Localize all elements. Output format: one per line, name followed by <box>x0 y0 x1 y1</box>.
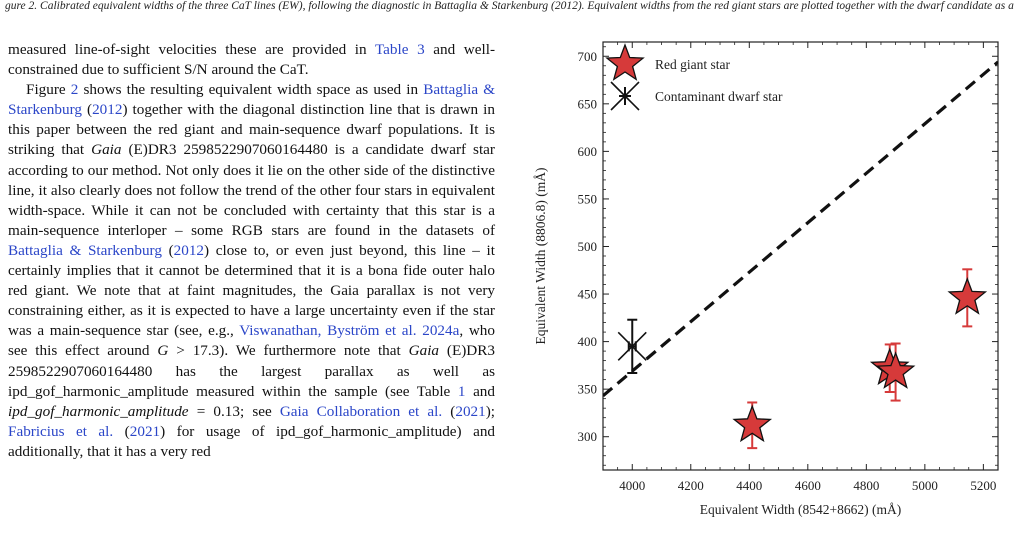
ew-scatter-chart: 4000 4200 4400 4600 4800 5000 5200 300 350 400 450… <box>533 41 999 517</box>
text-run: ) together with the diagonal distinction… <box>8 101 495 159</box>
citation-link[interactable]: 2 <box>70 81 79 99</box>
paragraph-1: measured line-of-sight velocities these … <box>8 40 495 80</box>
red-giant-point <box>947 268 988 328</box>
legend-entry-red-giant: Red giant star <box>605 43 730 81</box>
citation-link[interactable]: Fabricius et al. <box>8 422 114 440</box>
red-giant-point <box>732 401 773 450</box>
italic-text: ipd_gof_harmonic_amplitude <box>8 402 189 420</box>
y-tick-label: 450 <box>578 287 598 302</box>
citation-link[interactable]: Viswanathan, Byström et al. 2024a <box>239 322 460 340</box>
citation-link[interactable]: Battaglia & Starkenburg <box>8 241 162 259</box>
italic-text: G <box>157 342 169 360</box>
x-tick-label: 4000 <box>619 478 645 493</box>
chart-plot-area <box>603 60 998 450</box>
paragraph-2: Figure 2 shows the resulting equivalent … <box>8 80 495 462</box>
legend-label: Contaminant dwarf star <box>655 89 783 104</box>
text-run: measured line-of-sight velocities these … <box>8 41 375 58</box>
legend-label: Red giant star <box>655 57 730 72</box>
citation-link[interactable]: Table 3 <box>374 41 425 58</box>
italic-text: Gaia <box>408 342 440 360</box>
figure-caption: gure 2. Calibrated equivalent widths of … <box>5 0 1015 12</box>
y-tick-label: 400 <box>578 334 598 349</box>
citation-link[interactable]: 2012 <box>173 241 205 259</box>
body-text-column: measured line-of-sight velocities these … <box>8 40 495 462</box>
legend-entry-dwarf: Contaminant dwarf star <box>610 81 783 111</box>
text-run: Figure <box>26 81 71 99</box>
citation-link[interactable]: 2021 <box>455 402 486 420</box>
y-axis-label: Equivalent Width (8806.8) (mÅ) <box>533 168 548 345</box>
text-run: and well-constrained due to sufficient S… <box>8 41 496 79</box>
y-tick-label: 500 <box>578 239 598 254</box>
plot-clipped <box>603 60 998 450</box>
legend-star-icon <box>605 43 645 81</box>
y-tick-label: 550 <box>578 191 598 206</box>
chart-axes: 4000 4200 4400 4600 4800 5000 5200 300 350 400 450… <box>533 41 999 517</box>
plot-frame <box>602 41 999 471</box>
y-tick-label: 700 <box>578 49 598 64</box>
text-run: > 17.3). We furthermore note that <box>168 342 409 360</box>
text-run: (E)DR3 2598522907060164480 has the large… <box>8 342 495 400</box>
citation-link[interactable]: 2021 <box>129 422 161 440</box>
text-run: ( <box>113 422 130 440</box>
text-run: shows the resulting equivalent width spa… <box>78 81 424 99</box>
dwarf-point <box>617 318 647 374</box>
x-tick-label: 4600 <box>795 478 821 493</box>
x-tick-label: 4200 <box>678 478 704 493</box>
star-marker <box>732 404 773 443</box>
x-tick-label: 4400 <box>736 478 762 493</box>
text-run: ( <box>81 101 93 119</box>
y-tick-label: 650 <box>578 96 598 111</box>
text-run: ( <box>161 241 174 259</box>
text-run: ( <box>442 402 456 420</box>
text-run: ); <box>485 402 495 420</box>
citation-link[interactable]: Battaglia & Starkenburg <box>8 81 496 119</box>
star-marker <box>875 351 916 389</box>
text-run: and <box>465 382 495 400</box>
x-marker-b <box>617 331 647 361</box>
y-tick-label: 350 <box>578 382 598 397</box>
italic-text: Gaia <box>91 141 122 159</box>
distinction-line <box>603 60 998 398</box>
red-giant-point <box>875 342 916 402</box>
chart-legend: Red giant star Contaminant dwarf star <box>605 43 783 111</box>
x-tick-label: 5200 <box>970 478 996 493</box>
x-axis-label: Equivalent Width (8542+8662) (mÅ) <box>700 502 901 517</box>
citation-link[interactable]: Gaia Collaboration et al. <box>279 402 443 420</box>
citation-link[interactable]: 1 <box>457 382 466 400</box>
y-tick-label: 300 <box>578 429 598 444</box>
text-run: = 0.13; see <box>188 402 280 420</box>
star-marker <box>947 276 988 315</box>
text-run: ) close to, or even just beyond, this li… <box>8 241 495 340</box>
x-tick-label: 5000 <box>912 478 938 493</box>
text-run: , who see this effect around <box>8 322 495 360</box>
x-tick-label: 4800 <box>853 478 879 493</box>
text-run: (E)DR3 2598522907060164480 is a candidat… <box>8 141 495 239</box>
text-run: ) for usage of ipd_gof_harmonic_amplitud… <box>8 422 496 460</box>
citation-link[interactable]: 2012 <box>92 101 123 119</box>
y-tick-label: 600 <box>578 144 598 159</box>
